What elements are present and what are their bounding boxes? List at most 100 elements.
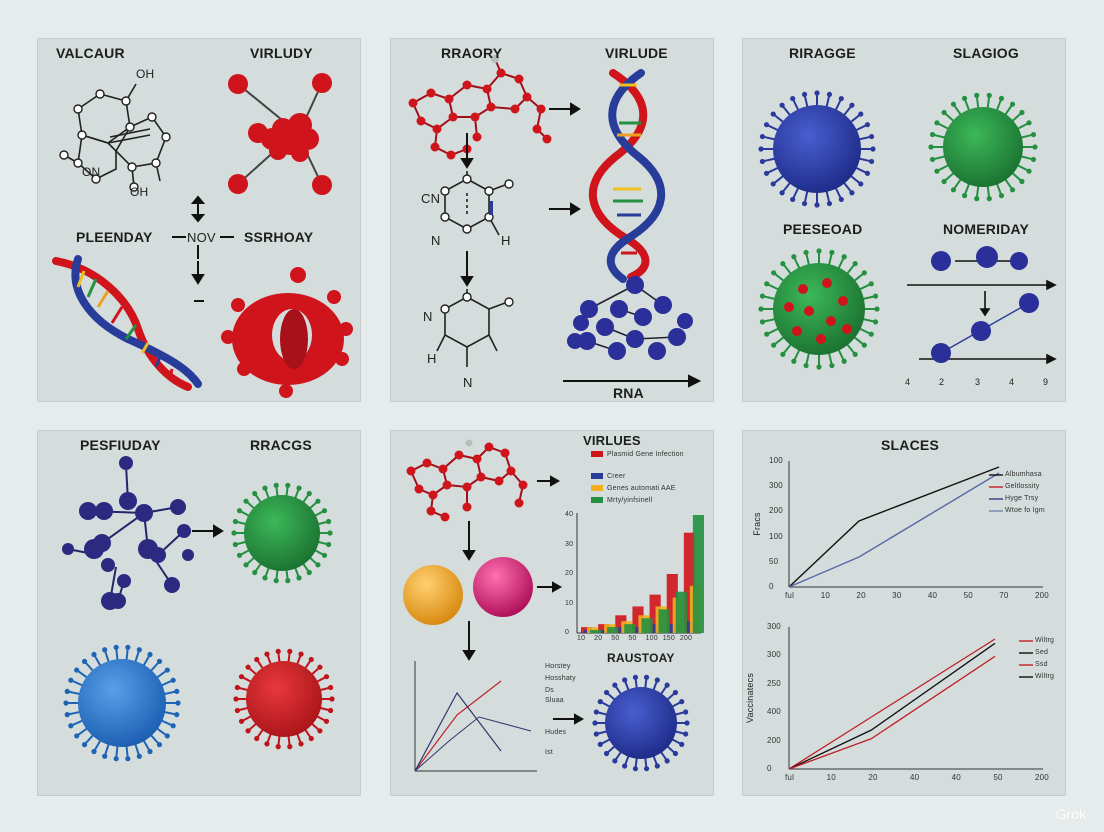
bottom-legend-item: Wiltrg xyxy=(1035,637,1055,644)
bar xyxy=(641,618,653,633)
virus-red-icon xyxy=(233,648,335,750)
axis-tick: 200 xyxy=(1035,591,1049,600)
panel-3-title-right: SLAGIOG xyxy=(953,45,1019,61)
axis-tick: 40 xyxy=(910,773,920,782)
panel-6-title: SLACES xyxy=(881,437,939,453)
panel-slaces: SLACES Albumhasa Geltlossity Hyge Trsy W… xyxy=(742,430,1066,796)
atom-label-on: ON xyxy=(82,165,101,179)
line-legend-item: Hosshaty xyxy=(545,675,576,682)
bottom-series-line xyxy=(788,642,996,770)
bar xyxy=(683,532,695,633)
bar-chart xyxy=(581,515,704,633)
virus-green-icon xyxy=(231,482,333,584)
axis-tick: 9 xyxy=(1043,377,1049,387)
line-legend-item: Hudes xyxy=(545,729,567,736)
bottom-legend-item: Sed xyxy=(1035,649,1049,656)
bar-y-tick: 30 xyxy=(565,540,574,548)
bar xyxy=(607,627,619,633)
axis-tick: 200 xyxy=(1035,773,1049,782)
bottom-y-axis-label: Vaccinatecs xyxy=(745,672,756,724)
axis-tick: 300 xyxy=(767,622,781,631)
panel-viruses-1: RIRAGGE SLAGIOG PEESEOAD NOMERIDAY 4 2 3… xyxy=(742,38,1066,402)
panel-2-illustration xyxy=(408,55,702,388)
axis-tick: 70 xyxy=(999,591,1009,600)
axis-tick: 50 xyxy=(963,591,973,600)
bar-x-tick: 10 xyxy=(577,635,586,642)
atom-label-cn: CN xyxy=(421,191,441,206)
top-legend-item: Geltlossity xyxy=(1005,483,1040,490)
virus-blue-icon xyxy=(592,674,690,772)
axis-tick: 400 xyxy=(767,707,781,717)
axis-tick: 50 xyxy=(993,773,1003,782)
legend-item: Genes automati AAE xyxy=(607,485,676,492)
legend-item: Mrty/yinfsinell xyxy=(607,497,653,504)
axis-tick: 300 xyxy=(767,650,781,660)
axis-tick: 4 xyxy=(905,377,911,387)
top-y-axis-label: Fracs xyxy=(751,512,762,536)
bar xyxy=(590,630,602,633)
bar xyxy=(692,515,704,633)
bottom-line-chart xyxy=(788,638,996,770)
axis-tick: 2 xyxy=(939,377,945,387)
line-chart-series-red xyxy=(414,680,502,772)
axis-tick: 4 xyxy=(1009,377,1015,387)
rna-label: RNA xyxy=(613,385,644,401)
bar xyxy=(581,627,593,633)
atom-label-n2: N xyxy=(423,309,433,324)
bar-y-tick: 0 xyxy=(565,629,570,636)
panel-6-charts xyxy=(788,461,1043,770)
panel-1-label-right: SSRHOAY xyxy=(244,229,314,245)
bar xyxy=(666,574,678,633)
axis-tick: 20 xyxy=(856,591,866,600)
bar xyxy=(615,615,627,633)
panel-molecules-2: RRAORY VIRLUDE CN N H N H N RNA xyxy=(390,38,714,402)
virus-blue-icon xyxy=(758,90,876,208)
panel-2-title-left: RRAORY xyxy=(441,45,503,61)
panel-4-title-left: PESFIUDAY xyxy=(80,437,161,453)
bar xyxy=(675,591,687,633)
axis-tick: 250 xyxy=(767,678,781,688)
axis-tick: 0 xyxy=(767,764,772,773)
virus-green-icon xyxy=(928,92,1038,202)
panel-1-label-mid: NOV xyxy=(187,230,216,245)
bottom-series-line xyxy=(788,655,996,770)
panel-1-title-right: VIRLUDY xyxy=(250,45,313,61)
axis-tick: 10 xyxy=(820,591,831,600)
panel-viruses-2: PESFIUDAY RRACGS xyxy=(37,430,361,796)
axis-tick: 10 xyxy=(826,773,836,782)
watermark: Grok xyxy=(1055,806,1086,822)
bar-y-tick: 40 xyxy=(565,511,574,518)
virus-green-red-icon xyxy=(758,248,880,370)
axis-tick: 200 xyxy=(767,735,781,745)
panel-5-label-bottom: RAUSTOAY xyxy=(607,651,675,665)
panel-1-illustration xyxy=(52,73,353,398)
axis-tick: 300 xyxy=(769,481,783,491)
panel-4-illustration xyxy=(62,456,335,762)
axis-tick: 40 xyxy=(951,773,961,782)
panel-4-title-right: RRACGS xyxy=(250,437,312,453)
panel-1-label-left: PLEENDAY xyxy=(76,229,153,245)
top-legend-item: Hyge Trsy xyxy=(1005,495,1039,502)
bar-x-tick: 20 xyxy=(594,635,603,642)
axis-tick: ful xyxy=(785,591,795,600)
axis-tick: ful xyxy=(785,773,795,782)
axis-tick: 30 xyxy=(892,591,902,600)
virus-blue-icon xyxy=(63,644,181,762)
atom-label-oh-top: OH xyxy=(136,67,155,81)
atom-label-oh-bottom: OH xyxy=(130,185,149,199)
bar xyxy=(587,627,599,633)
bar-x-tick: 200 xyxy=(679,635,693,642)
bar-x-tick: 50 xyxy=(611,635,620,642)
bar xyxy=(624,624,636,633)
panel-3-title-left: RIRAGGE xyxy=(789,45,856,61)
panel-molecules-1: VALCAUR VIRLUDY OH ON OH PLEENDAY NOV SS… xyxy=(37,38,361,402)
axis-tick: 20 xyxy=(868,773,878,782)
line-legend-item: Ist xyxy=(545,749,553,756)
line-legend-item: Ds xyxy=(545,687,554,694)
top-series-line xyxy=(788,466,1000,588)
panel-5-title: VIRLUES xyxy=(583,433,641,448)
axis-tick: 200 xyxy=(769,506,783,516)
axis-tick: 100 xyxy=(769,531,783,541)
axis-tick: 0 xyxy=(769,582,774,591)
line-chart-series-navy-2 xyxy=(414,716,532,772)
